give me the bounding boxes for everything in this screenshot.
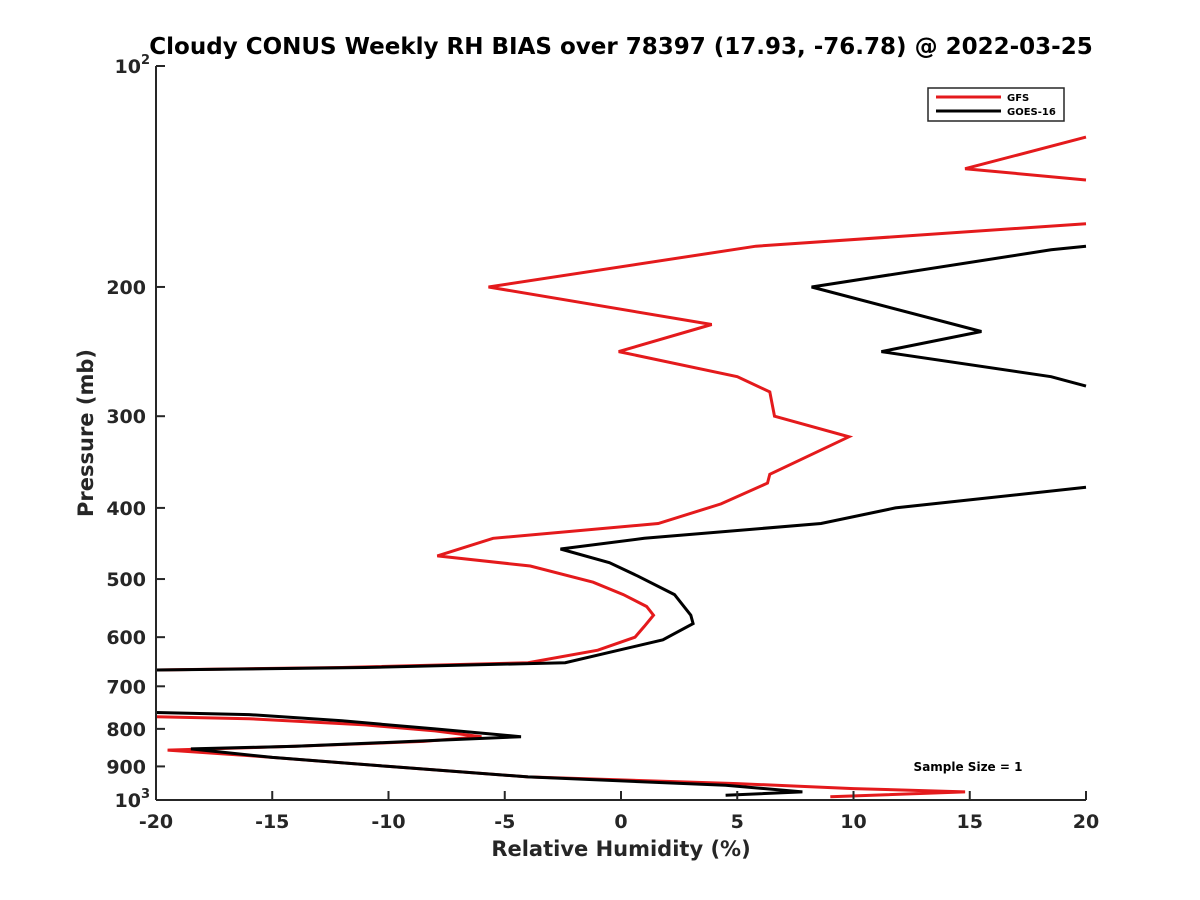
y-tick-label: 700 [106, 676, 146, 698]
legend-label: GFS [1007, 93, 1029, 104]
y-tick-label: 900 [106, 756, 146, 778]
axes-layer: -20 -15 -10 -5 0 5 10 15 20 102 200 300 400 500 600 700… [106, 53, 1099, 833]
legend-label: GOES-16 [1007, 107, 1056, 118]
x-tick-label: 5 [731, 811, 744, 833]
y-axis-label: Pressure (mb) [74, 349, 98, 517]
y-tick-label: 102 [115, 53, 151, 78]
x-tick-label: -5 [494, 811, 515, 833]
legend-box [927, 87, 1065, 122]
series-gfs-line-2 [155, 222, 1087, 672]
legend: GFS GOES-16 [927, 87, 1065, 122]
chart-title: Cloudy CONUS Weekly RH BIAS over 78397 (… [149, 34, 1092, 60]
x-tick-label: 20 [1073, 811, 1099, 833]
y-tick-label: 500 [106, 569, 146, 591]
sample-size-annotation: Sample Size = 1 [914, 760, 1023, 774]
y-tick-label: 200 [106, 277, 146, 299]
series-layer [155, 135, 1087, 799]
x-tick-label: -20 [139, 811, 173, 833]
x-tick-label: -10 [371, 811, 405, 833]
x-tick-label: 10 [840, 811, 866, 833]
x-tick-label: -15 [255, 811, 289, 833]
x-tick-label: 15 [957, 811, 983, 833]
y-tick-label: 300 [106, 406, 146, 428]
x-tick-label: 0 [614, 811, 627, 833]
series-gfs-line-1 [964, 135, 1087, 182]
y-tick-label: 400 [106, 498, 146, 520]
series-goes-16-line-2 [155, 485, 1087, 672]
y-tick-label: 103 [115, 787, 151, 812]
y-tick-label: 600 [106, 627, 146, 649]
series-goes-16-line-1 [811, 244, 1087, 388]
series-goes-16-line-3 [155, 711, 803, 797]
y-tick-label: 800 [106, 719, 146, 741]
series-gfs-line-3 [155, 715, 966, 799]
x-axis-label: Relative Humidity (%) [491, 837, 750, 861]
